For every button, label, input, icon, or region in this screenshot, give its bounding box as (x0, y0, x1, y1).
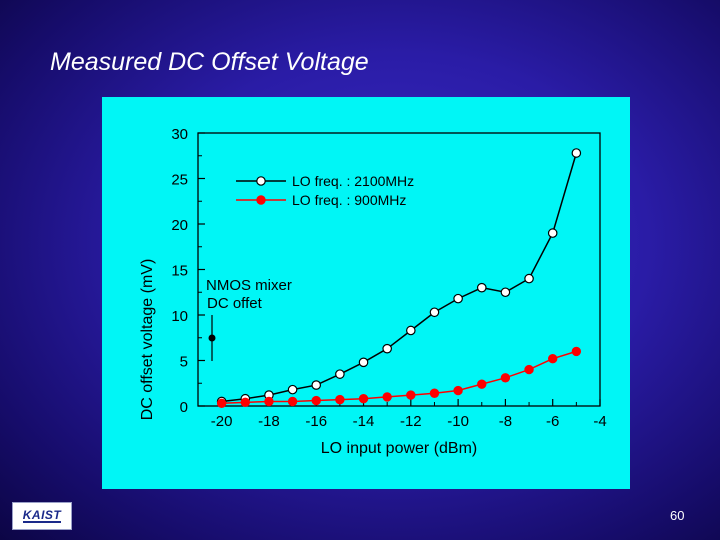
data-point-2100mhz (406, 325, 416, 336)
y-tick-label: 0 (180, 399, 188, 416)
series-line-2 (221, 350, 577, 405)
data-point-2100mhz (358, 357, 369, 368)
data-point-2100mhz (311, 380, 322, 390)
data-point-900mhz (335, 394, 345, 405)
x-tick-label: -10 (447, 413, 469, 430)
y-tick-label: 30 (171, 126, 188, 143)
data-point-900mhz (240, 397, 250, 408)
data-point-900mhz (477, 379, 487, 389)
data-point-900mhz (287, 396, 298, 407)
x-tick-label: -6 (546, 413, 559, 430)
data-point-900mhz (406, 390, 416, 400)
annotation-line-1: NMOS mixer (206, 277, 292, 294)
x-tick-label: -4 (593, 413, 606, 430)
y-axis-label: DC offset voltage (mV) (139, 259, 156, 421)
legend-label-1: LO freq. : 2100MHz (292, 173, 414, 189)
slide-title: Measured DC Offset Voltage (50, 48, 369, 76)
data-point-900mhz (524, 364, 534, 375)
x-tick-label: -8 (499, 413, 512, 430)
data-point-2100mhz (524, 273, 534, 284)
data-point-2100mhz (429, 307, 440, 318)
y-tick-label: 20 (171, 217, 188, 234)
y-tick-label: 25 (171, 172, 188, 189)
data-point-900mhz (264, 396, 274, 407)
data-point-900mhz (429, 388, 440, 398)
kaist-logo: KAIST (12, 502, 72, 530)
legend-marker-1 (256, 176, 266, 186)
x-tick-label: -12 (400, 413, 422, 430)
x-tick-label: -18 (258, 413, 280, 430)
data-point-900mhz (382, 392, 392, 402)
data-point-900mhz (311, 395, 321, 406)
data-point-900mhz (358, 394, 369, 404)
data-point-900mhz (571, 346, 582, 357)
y-tick-label: 15 (171, 263, 188, 280)
x-tick-label: -20 (211, 413, 233, 430)
data-point-900mhz (500, 373, 511, 383)
chart-panel: 0 5 10 15 20 25 30 -20 -18 -16 -14 -12 -10 -8 -6 -4 LO i… (102, 97, 630, 489)
data-point-2100mhz (335, 369, 345, 379)
y-tick-label: 10 (171, 308, 188, 325)
data-point-900mhz (216, 398, 227, 408)
page-number: 60 (670, 508, 685, 523)
x-tick-label: -16 (305, 413, 327, 430)
annotation-line-2: DC offet (207, 295, 263, 312)
data-point-2100mhz (287, 384, 298, 395)
data-point-2100mhz (547, 228, 558, 238)
kaist-logo-text: KAIST (22, 508, 62, 523)
data-point-2100mhz (453, 293, 463, 304)
annotation-marker-dot (208, 334, 216, 342)
legend-marker-2 (256, 195, 266, 205)
data-point-2100mhz (476, 282, 487, 293)
x-axis-label: LO input power (dBm) (321, 440, 478, 457)
y-tick-label: 5 (180, 354, 188, 371)
legend-label-2: LO freq. : 900MHz (292, 192, 406, 208)
series-line-1 (221, 152, 578, 403)
data-point-2100mhz (500, 287, 511, 298)
data-point-2100mhz (571, 148, 582, 158)
data-point-2100mhz (382, 343, 392, 354)
dc-offset-chart: 0 5 10 15 20 25 30 -20 -18 -16 -14 -12 -10 -8 -6 -4 LO i… (139, 126, 607, 457)
data-point-900mhz (453, 385, 463, 396)
data-point-900mhz (548, 353, 558, 364)
x-tick-label: -14 (353, 413, 375, 430)
